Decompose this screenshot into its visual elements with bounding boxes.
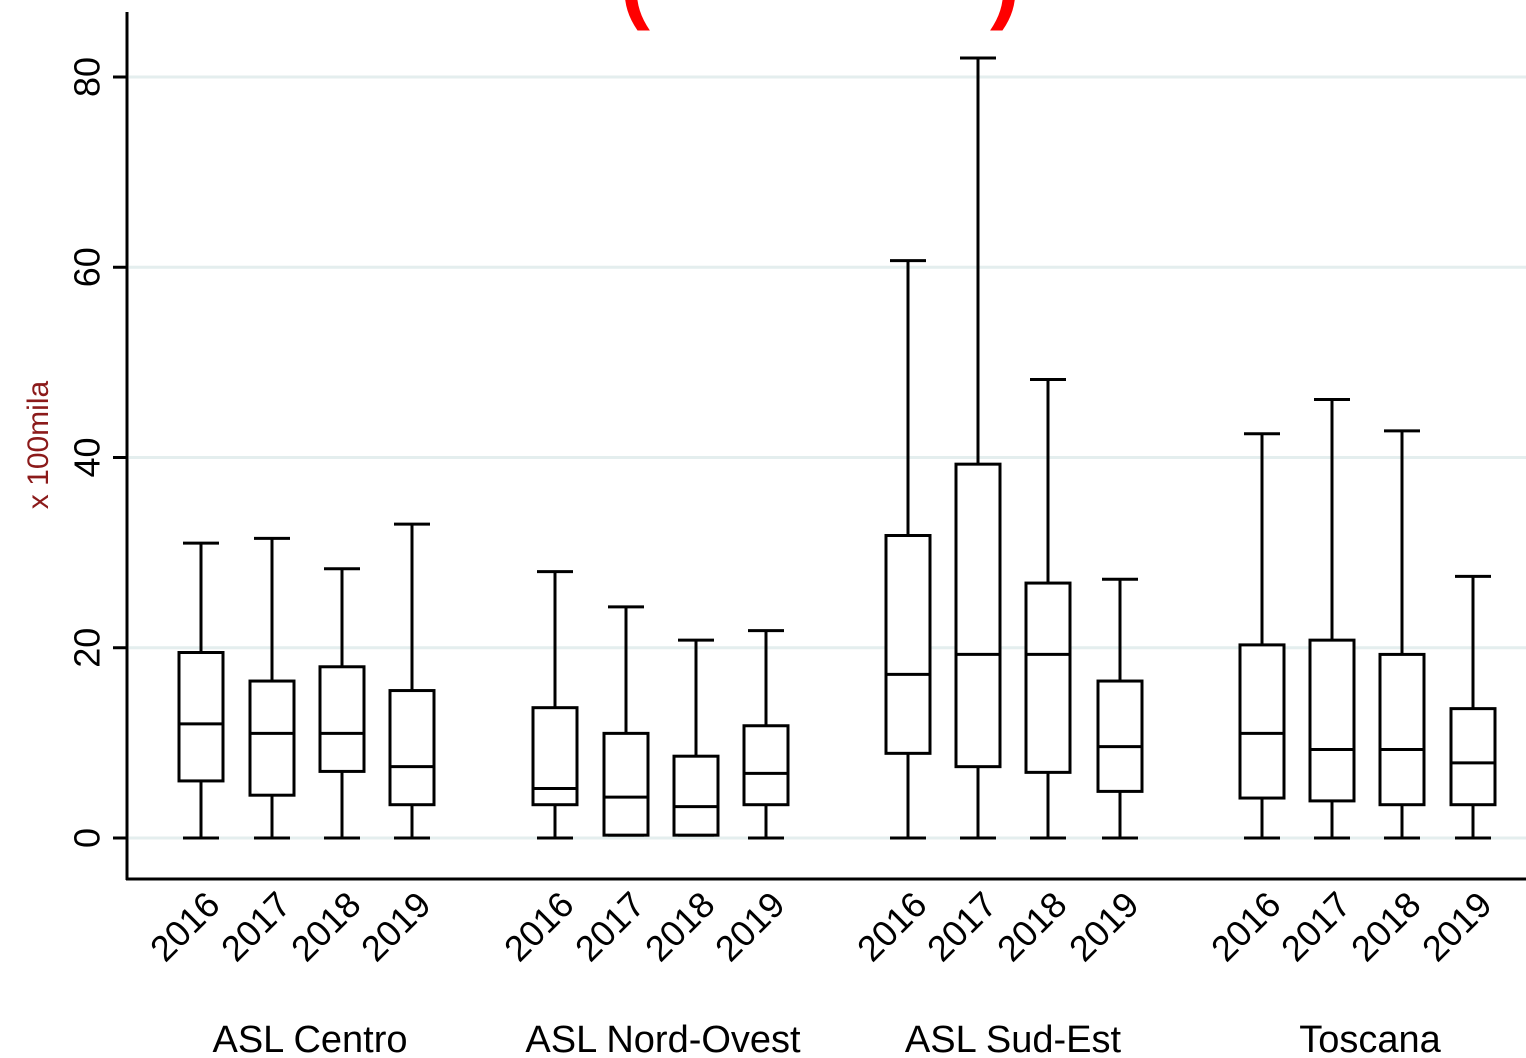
x-tick-label-toscana-2016: 2016	[1203, 884, 1289, 970]
group-labels: ASL Centro ASL Nord-Ovest ASL Sud-Est Tosca…	[212, 1019, 1441, 1058]
iqr-box-asl-nord-ovest-2018	[672, 754, 720, 837]
x-tick-label-toscana-2019: 2019	[1414, 884, 1500, 970]
x-tick-label-asl-centro-2016: 2016	[142, 884, 228, 970]
x-tick-label-toscana-2017: 2017	[1273, 884, 1359, 970]
box-asl-nord-ovest-2018	[672, 638, 720, 837]
iqr-box-asl-centro-2017	[248, 679, 296, 797]
iqr-box-asl-sud-est-2019	[1096, 679, 1144, 793]
box-toscana-2016	[1238, 432, 1286, 840]
group-label-asl-sud-est: ASL Sud-Est	[905, 1019, 1122, 1058]
iqr-box-toscana-2016	[1238, 643, 1286, 800]
y-tick-label-60: 60	[67, 247, 108, 287]
box-asl-nord-ovest-2017	[602, 605, 650, 837]
box-asl-sud-est-2017	[954, 56, 1002, 840]
title-left-paren: (	[620, 0, 650, 32]
x-tick-label-asl-sud-est-2018: 2018	[989, 884, 1075, 970]
x-tick-label-asl-centro-2018: 2018	[283, 884, 369, 970]
axes	[125, 12, 1526, 881]
box-toscana-2019	[1449, 574, 1497, 840]
iqr-box-asl-sud-est-2018	[1024, 581, 1072, 774]
iqr-box-asl-sud-est-2016	[884, 534, 932, 755]
x-tick-label-asl-sud-est-2016: 2016	[849, 884, 935, 970]
iqr-box-toscana-2019	[1449, 707, 1497, 807]
group-label-toscana: Toscana	[1299, 1019, 1441, 1058]
box-asl-sud-est-2016	[884, 259, 932, 840]
x-tick-label-asl-centro-2019: 2019	[353, 884, 439, 970]
x-tick-label-asl-sud-est-2017: 2017	[919, 884, 1005, 970]
box-asl-sud-est-2019	[1096, 577, 1144, 840]
box-asl-centro-2018	[318, 567, 366, 840]
iqr-box-asl-nord-ovest-2019	[742, 724, 790, 807]
group-label-asl-nord-ovest: ASL Nord-Ovest	[525, 1019, 801, 1058]
group-label-asl-centro: ASL Centro	[212, 1019, 407, 1058]
x-tick-label-asl-sud-est-2019: 2019	[1061, 884, 1147, 970]
y-axis-label: x 100mila	[22, 380, 55, 509]
x-tick-label-asl-nord-ovest-2016: 2016	[496, 884, 582, 970]
iqr-box-asl-centro-2018	[318, 665, 366, 773]
y-tick-label-20: 20	[67, 628, 108, 668]
iqr-box-asl-sud-est-2017	[954, 462, 1002, 769]
iqr-box-toscana-2018	[1378, 652, 1426, 807]
iqr-box-asl-centro-2016	[177, 651, 225, 783]
x-tick-label-asl-nord-ovest-2019: 2019	[707, 884, 793, 970]
x-tick-label-asl-centro-2017: 2017	[213, 884, 299, 970]
box-asl-sud-est-2018	[1024, 377, 1072, 840]
box-asl-centro-2019	[388, 522, 436, 840]
title-fragment: ( )	[620, 0, 1020, 32]
iqr-box-asl-nord-ovest-2016	[531, 706, 579, 807]
x-tick-label-toscana-2018: 2018	[1343, 884, 1429, 970]
iqr-box-toscana-2017	[1308, 638, 1356, 803]
y-ticks: 0 20 40 60 80	[67, 57, 127, 848]
y-tick-label-0: 0	[67, 828, 108, 848]
x-tick-label-asl-nord-ovest-2017: 2017	[567, 884, 653, 970]
y-tick-label-40: 40	[67, 437, 108, 477]
box-toscana-2017	[1308, 397, 1356, 840]
title-right-paren: )	[990, 0, 1020, 32]
x-tick-label-asl-nord-ovest-2018: 2018	[637, 884, 723, 970]
y-tick-label-80: 80	[67, 57, 108, 97]
box-asl-centro-2017	[248, 536, 296, 840]
iqr-box-asl-nord-ovest-2017	[602, 731, 650, 837]
box-asl-nord-ovest-2016	[531, 570, 579, 840]
gridlines	[129, 75, 1526, 840]
box-asl-centro-2016	[177, 541, 225, 840]
boxes	[177, 56, 1497, 840]
box-asl-nord-ovest-2019	[742, 629, 790, 840]
box-toscana-2018	[1378, 429, 1426, 840]
iqr-box-asl-centro-2019	[388, 689, 436, 807]
